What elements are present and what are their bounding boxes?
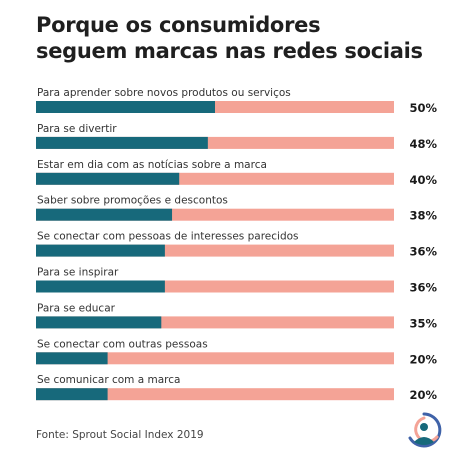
bar-value-label: 20% <box>409 352 437 366</box>
bar-label: Para se inspirar <box>37 267 119 279</box>
source-note: Fonte: Sprout Social Index 2019 <box>36 429 204 441</box>
bar <box>36 244 165 257</box>
bar <box>36 280 165 293</box>
bar-label: Se conectar com outras pessoas <box>37 338 208 350</box>
bar-label: Saber sobre promoções e descontos <box>37 195 228 207</box>
chart-title-line-2: seguem marcas nas redes sociais <box>36 39 423 63</box>
bar <box>36 208 173 221</box>
bar-label: Se conectar com pessoas de interesses pa… <box>37 231 299 243</box>
bar <box>36 101 215 113</box>
bar <box>36 352 108 365</box>
bar-value-label: 36% <box>409 245 437 259</box>
bar-label: Estar em dia com as notícias sobre a mar… <box>37 159 267 171</box>
bar-value-label: 40% <box>409 173 437 187</box>
bar-value-label: 48% <box>409 137 437 151</box>
bar-value-label: 35% <box>409 316 437 330</box>
bar-value-label: 38% <box>409 209 437 223</box>
bar <box>36 388 108 401</box>
bar <box>36 316 162 329</box>
bar-value-label: 50% <box>409 101 437 115</box>
bar-remainder <box>36 388 394 401</box>
bar <box>36 172 180 185</box>
bar <box>36 136 208 149</box>
bar-value-label: 20% <box>409 388 437 402</box>
chart-title: Porque os consumidores seguem marcas nas… <box>36 12 456 64</box>
bar-label: Para se educar <box>37 302 116 314</box>
bar-value-label: 36% <box>409 281 437 295</box>
bar-label: Se comunicar com a marca <box>37 374 180 386</box>
bar-label: Para se divertir <box>37 123 117 135</box>
sprout-social-logo-icon <box>408 412 442 448</box>
bar-remainder <box>36 352 394 365</box>
chart-title-line-1: Porque os consumidores <box>36 13 321 37</box>
bar-label: Para aprender sobre novos produtos ou se… <box>37 87 291 99</box>
